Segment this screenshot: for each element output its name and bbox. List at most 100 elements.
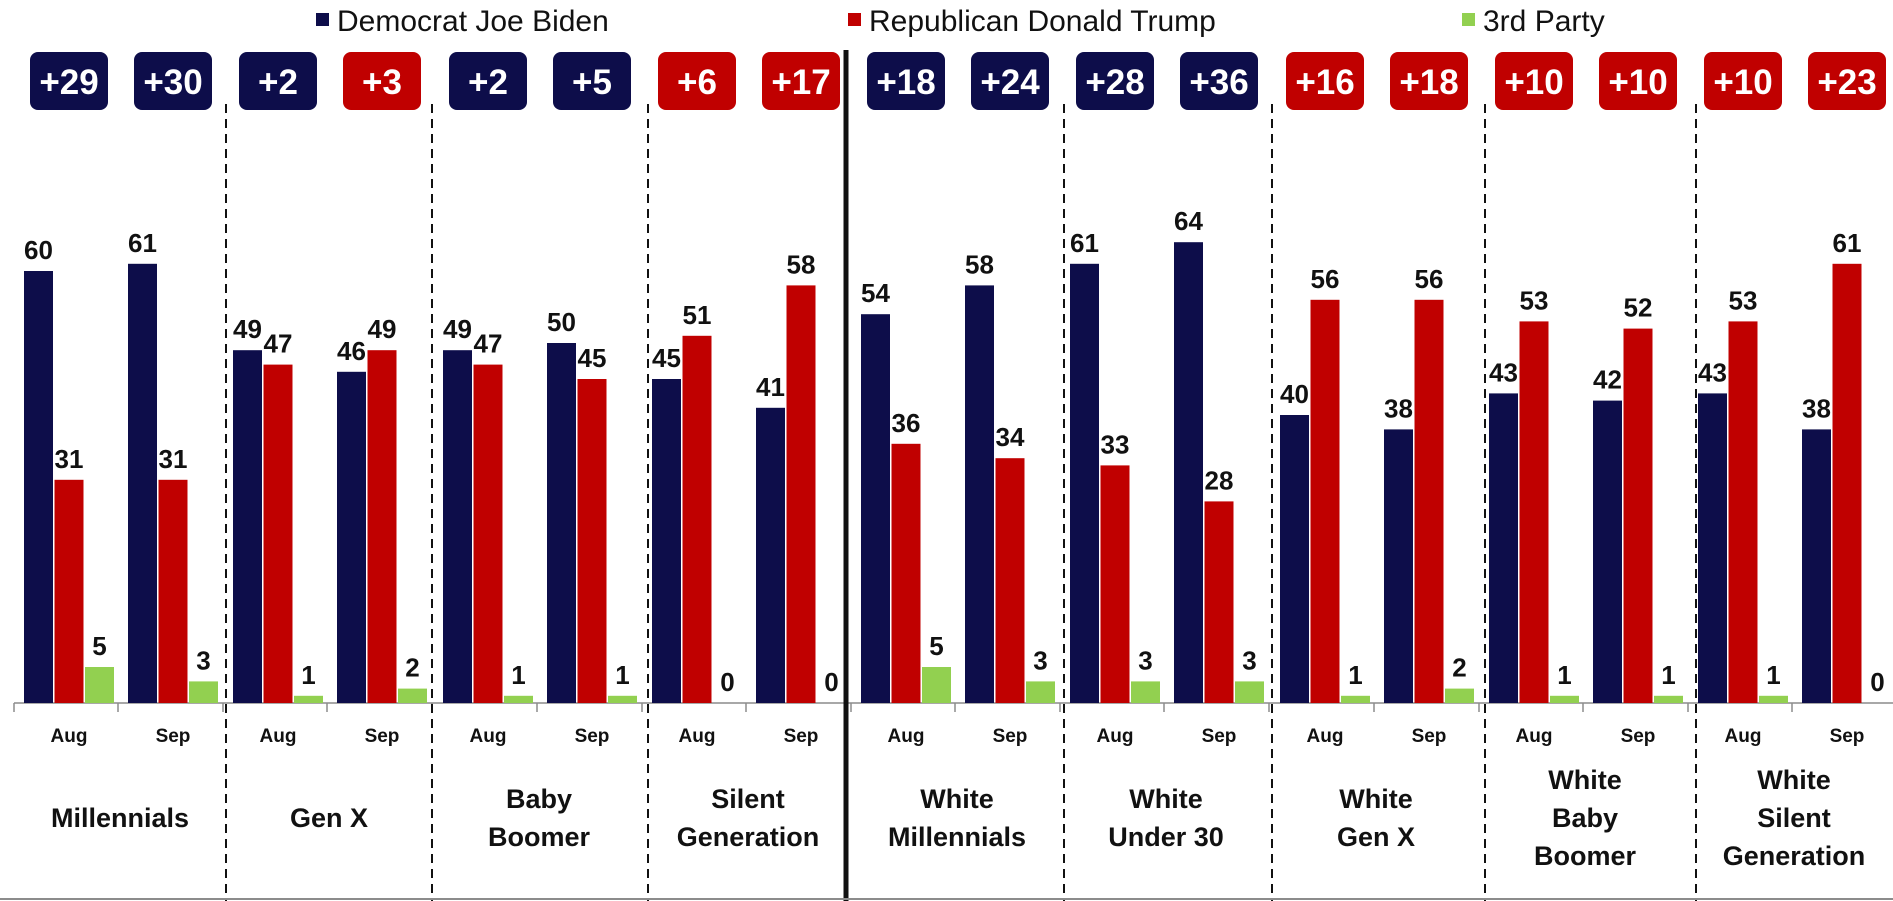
bar-value-label: 1 (1557, 660, 1571, 690)
group-label-line: Boomer (1534, 841, 1637, 871)
bar-value-label: 64 (1174, 206, 1203, 236)
bar-biden (128, 263, 157, 703)
bar-third-party (1654, 695, 1683, 703)
bar-value-label: 54 (861, 278, 890, 308)
group-label: Baby Boomer (488, 784, 591, 852)
bar-trump (1414, 299, 1444, 703)
bar-value-label: 40 (1280, 379, 1309, 409)
bar-biden (1802, 429, 1831, 703)
bar-trump (54, 479, 84, 703)
bar-biden (756, 407, 785, 703)
x-tick-label: Aug (1097, 726, 1134, 747)
bar-value-label: 58 (787, 249, 816, 279)
bar-value-label: 56 (1311, 264, 1340, 294)
group-label-line: Millennials (51, 803, 189, 833)
bar-biden (337, 371, 366, 703)
bar-value-label: 3 (1033, 645, 1047, 675)
bar-third-party (85, 667, 114, 703)
bar-trump (367, 350, 397, 703)
margin-badge-label: +24 (980, 63, 1040, 102)
bar-biden (443, 350, 472, 703)
bar-biden (1593, 400, 1622, 703)
margin-badge (134, 52, 212, 110)
bar-biden (547, 343, 576, 703)
bar-value-label: 3 (1242, 645, 1256, 675)
x-tick-label: Sep (1621, 726, 1656, 747)
margin-badge-label: +18 (1399, 63, 1458, 102)
bar-biden (1489, 393, 1518, 703)
bar-value-label: 0 (720, 667, 734, 697)
margin-badge (1808, 52, 1886, 110)
x-tick-label: Aug (470, 726, 507, 747)
bar-biden (965, 285, 994, 703)
x-tick-label: Aug (51, 726, 88, 747)
group-label-line: White (1757, 765, 1831, 795)
bar-third-party (1341, 695, 1370, 703)
group-label-line: White (1339, 784, 1413, 814)
bar-trump (577, 379, 607, 703)
bar-value-label: 36 (892, 408, 921, 438)
margin-badge-label: +2 (258, 63, 298, 102)
margin-badge-label: +2 (468, 63, 508, 102)
bar-value-label: 5 (92, 631, 106, 661)
x-tick-label: Aug (1307, 726, 1344, 747)
bar-value-label: 3 (196, 645, 210, 675)
bar-trump (473, 364, 503, 703)
bar-trump (1728, 321, 1758, 703)
bar-value-label: 47 (264, 329, 293, 359)
group-label-line: Gen X (1337, 822, 1415, 852)
bar-value-label: 60 (24, 235, 53, 265)
group-label-line: Silent (711, 784, 785, 814)
x-tick-label: Sep (1830, 726, 1865, 747)
bar-biden (1070, 263, 1099, 703)
bar-value-label: 0 (1870, 667, 1884, 697)
margin-badge-label: +16 (1295, 63, 1354, 102)
legend-swatch-1 (316, 13, 329, 26)
group-label: Millennials (51, 803, 189, 833)
group-label-line: White (920, 784, 994, 814)
margin-badge (1599, 52, 1677, 110)
margin-badge (343, 52, 421, 110)
margin-badge-label: +6 (677, 63, 717, 102)
group-label-line: Baby (506, 784, 572, 814)
bar-value-label: 56 (1415, 264, 1444, 294)
margin-badge (239, 52, 317, 110)
bar-trump (786, 285, 816, 703)
bar-biden (233, 350, 262, 703)
bar-value-label: 46 (337, 336, 366, 366)
margin-badge-label: +30 (143, 63, 202, 102)
x-tick-label: Aug (679, 726, 716, 747)
group-label-line: Boomer (488, 822, 591, 852)
bar-trump (1519, 321, 1549, 703)
margin-badge-label: +10 (1713, 63, 1772, 102)
legend-label-1: Democrat Joe Biden (337, 5, 609, 38)
margin-badge-label: +10 (1504, 63, 1563, 102)
bar-third-party (1235, 681, 1264, 703)
margin-badge (1704, 52, 1782, 110)
margin-badge-label: +17 (771, 63, 830, 102)
bar-value-label: 47 (474, 329, 503, 359)
margin-badge (658, 52, 736, 110)
bar-value-label: 38 (1384, 393, 1413, 423)
group-label: White Gen X (1337, 784, 1415, 852)
group-label-line: Generation (677, 822, 820, 852)
bar-value-label: 58 (965, 249, 994, 279)
bar-biden (1384, 429, 1413, 703)
group-label-line: White (1129, 784, 1203, 814)
bar-biden (1174, 242, 1203, 703)
margin-badge (1180, 52, 1258, 110)
group-label: Silent Generation (677, 784, 820, 852)
bar-value-label: 53 (1729, 285, 1758, 315)
bar-value-label: 1 (1766, 660, 1780, 690)
group-label-line: Gen X (290, 803, 368, 833)
x-tick-label: Sep (156, 726, 191, 747)
bar-trump (1310, 299, 1340, 703)
margin-badge (1495, 52, 1573, 110)
bar-third-party (608, 695, 637, 703)
bar-third-party (922, 667, 951, 703)
x-tick-label: Sep (575, 726, 610, 747)
bar-value-label: 41 (756, 372, 785, 402)
legend-swatch-2 (848, 13, 861, 26)
bar-trump (682, 335, 712, 703)
